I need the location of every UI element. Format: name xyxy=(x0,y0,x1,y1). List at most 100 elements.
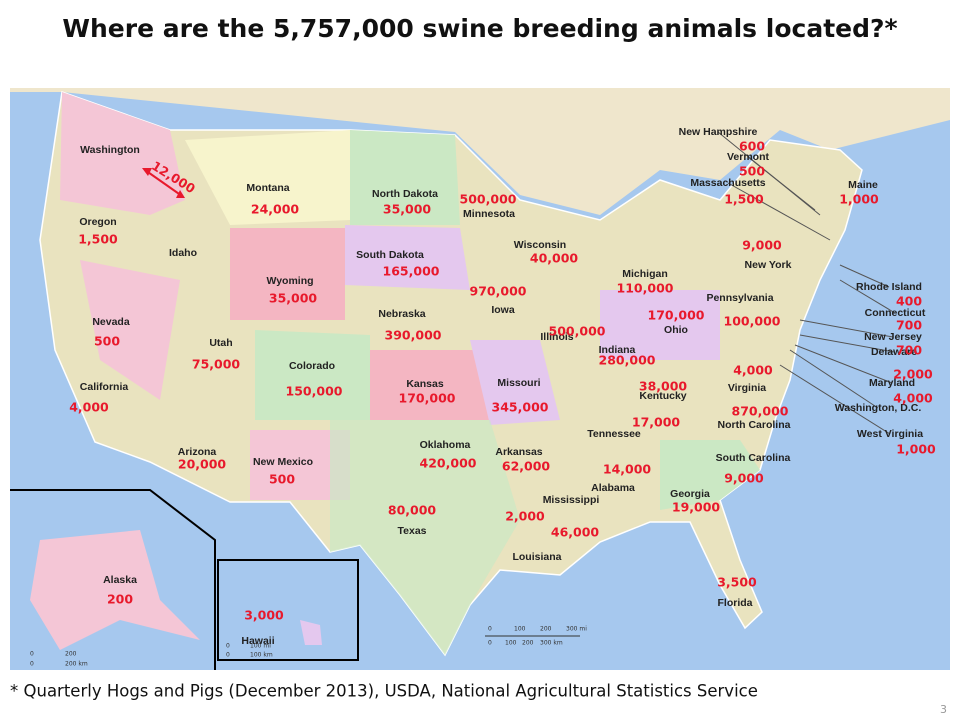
scale-label: 200 xyxy=(65,651,77,658)
value-label: 500 xyxy=(739,164,765,179)
state-label: Wisconsin xyxy=(514,239,566,251)
state-label: Pennsylvania xyxy=(706,292,773,304)
state-label: Tennessee xyxy=(587,428,641,440)
state-shape xyxy=(80,260,180,400)
state-label: Louisiana xyxy=(512,551,561,563)
value-label: 200 xyxy=(107,592,133,607)
scale-label: 100 xyxy=(514,626,526,633)
scale-label: 100 mi xyxy=(250,643,271,650)
value-label: 2,000 xyxy=(893,367,933,382)
value-label: 700 xyxy=(896,318,922,333)
value-label: 46,000 xyxy=(551,525,600,540)
value-label: 170,000 xyxy=(399,391,456,406)
state-label: California xyxy=(80,381,129,393)
leader-line xyxy=(839,264,890,288)
scale-label: 200 km xyxy=(65,661,88,668)
state-shape xyxy=(660,440,760,510)
scale-label: 100 xyxy=(505,640,517,647)
value-label: 1,000 xyxy=(896,442,936,457)
state-shape xyxy=(470,340,560,425)
state-label: Washington xyxy=(80,144,140,156)
state-label: Maryland xyxy=(869,377,915,389)
state-label: North Dakota xyxy=(372,188,438,200)
value-label: 35,000 xyxy=(269,291,318,306)
leader-line xyxy=(727,182,831,241)
value-label: 500,000 xyxy=(460,192,517,207)
state-label: Minnesota xyxy=(463,208,515,220)
state-shape xyxy=(255,330,370,420)
state-label: Florida xyxy=(717,597,752,609)
state-label: Mississippi xyxy=(543,494,600,506)
state-label: New Mexico xyxy=(253,456,313,468)
leader-line xyxy=(839,279,896,314)
state-label: Illinois xyxy=(540,331,573,343)
state-label: Washington, D.C. xyxy=(835,402,922,414)
value-label: 40,000 xyxy=(530,251,579,266)
inset-border xyxy=(217,559,359,661)
leader-line xyxy=(747,156,816,211)
state-label: New Jersey xyxy=(864,331,922,343)
value-label: 4,000 xyxy=(733,363,773,378)
state-label: Arizona xyxy=(178,446,217,458)
leader-line xyxy=(794,344,893,384)
value-label: 20,000 xyxy=(178,457,227,472)
leader-line xyxy=(799,319,894,338)
hawaii-shape xyxy=(300,620,322,645)
leader-line xyxy=(779,364,891,435)
state-label: South Carolina xyxy=(716,452,791,464)
state-label: Kansas xyxy=(406,378,444,390)
value-label: 280,000 xyxy=(599,353,656,368)
value-label: 1,500 xyxy=(724,192,764,207)
value-label: 345,000 xyxy=(492,400,549,415)
state-shape xyxy=(350,130,460,225)
state-shape xyxy=(230,228,345,320)
scale-label: 300 mi xyxy=(566,626,587,633)
state-label: Idaho xyxy=(169,247,197,259)
value-label: 3,000 xyxy=(244,608,284,623)
value-label: 400 xyxy=(896,294,922,309)
state-label: South Dakota xyxy=(356,249,424,261)
inset-border xyxy=(10,489,216,670)
state-label: West Virginia xyxy=(857,428,923,440)
value-label: 170,000 xyxy=(648,308,705,323)
scale-label: 100 km xyxy=(250,652,273,659)
state-shape xyxy=(250,430,350,500)
state-label: Texas xyxy=(398,525,427,537)
scale-label: 0 xyxy=(226,652,230,659)
state-shape xyxy=(370,350,495,420)
value-label: 500,000 xyxy=(549,324,606,339)
value-label: 600 xyxy=(739,139,765,154)
state-label: Iowa xyxy=(491,304,514,316)
state-label: Oregon xyxy=(79,216,116,228)
state-label: Georgia xyxy=(670,488,710,500)
state-label: Utah xyxy=(209,337,232,349)
scale-label: 300 km xyxy=(540,640,563,647)
state-label: Virginia xyxy=(728,382,766,394)
state-label: Kentucky xyxy=(639,390,686,402)
value-label: 3,500 xyxy=(717,575,757,590)
scale-label: 200 xyxy=(540,626,552,633)
state-label: North Carolina xyxy=(718,419,791,431)
value-label: 9,000 xyxy=(742,238,782,253)
value-label: 970,000 xyxy=(470,284,527,299)
value-label: 35,000 xyxy=(383,202,432,217)
state-label: Ohio xyxy=(664,324,688,336)
state-shape xyxy=(330,420,520,655)
state-label: Oklahoma xyxy=(420,439,471,451)
scale-label: 0 xyxy=(226,643,230,650)
state-label: New Hampshire xyxy=(679,126,758,138)
state-label: Colorado xyxy=(289,360,335,372)
value-label: 17,000 xyxy=(632,415,681,430)
leader-line xyxy=(789,349,879,409)
footnote: * Quarterly Hogs and Pigs (December 2013… xyxy=(10,682,758,701)
state-shape xyxy=(60,92,185,215)
value-label: 19,000 xyxy=(672,500,721,515)
alaska-shape xyxy=(30,530,200,650)
value-label: 80,000 xyxy=(388,503,437,518)
value-label: 9,000 xyxy=(724,471,764,486)
state-shape xyxy=(185,130,350,225)
scale-label: 0 xyxy=(30,651,34,658)
state-label: Missouri xyxy=(497,377,540,389)
state-label: Alabama xyxy=(591,482,635,494)
